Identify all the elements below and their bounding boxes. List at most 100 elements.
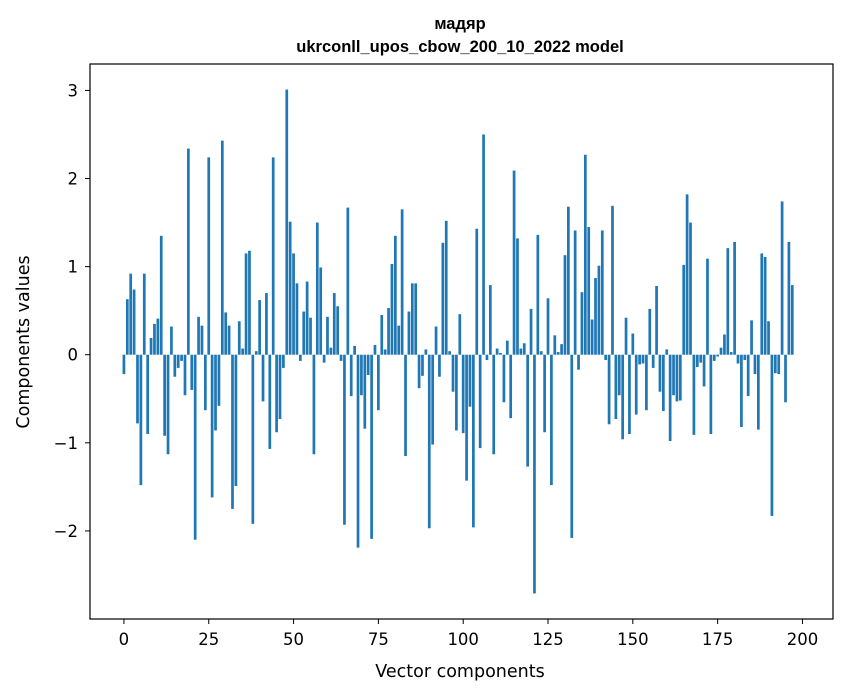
bar-41 xyxy=(261,354,265,402)
bar-90 xyxy=(427,354,431,529)
bar-47 xyxy=(282,354,285,368)
bar-31 xyxy=(227,325,231,355)
bar-77 xyxy=(383,349,387,355)
bar-20 xyxy=(190,354,194,390)
chart-title: мадяр xyxy=(434,15,485,33)
bar-126 xyxy=(550,354,553,486)
bar-192 xyxy=(773,354,777,374)
bar-109 xyxy=(492,354,496,455)
bar-18 xyxy=(183,354,187,396)
bar-168 xyxy=(692,354,696,435)
bar-182 xyxy=(740,354,743,427)
bar-1 xyxy=(125,299,129,355)
bar-11 xyxy=(159,235,163,355)
bar-137 xyxy=(587,226,591,355)
bar-123 xyxy=(539,351,543,355)
bar-15 xyxy=(173,354,177,377)
bar-132 xyxy=(570,354,574,538)
bar-76 xyxy=(380,315,384,355)
bar-148 xyxy=(624,317,628,355)
bar-106 xyxy=(482,134,485,355)
bar-28 xyxy=(217,354,221,406)
bar-7 xyxy=(146,354,150,434)
bar-191 xyxy=(770,354,774,516)
bar-92 xyxy=(434,326,438,355)
bar-114 xyxy=(509,354,513,419)
bar-188 xyxy=(760,253,764,355)
bar-30 xyxy=(224,312,228,355)
bar-174 xyxy=(712,354,716,361)
bar-158 xyxy=(658,354,662,392)
bar-34 xyxy=(237,321,241,355)
bar-29 xyxy=(220,140,224,355)
bars-group xyxy=(122,89,794,594)
x-tick-label: 50 xyxy=(283,630,304,649)
x-tick-label: 125 xyxy=(532,630,564,649)
bar-147 xyxy=(621,354,625,440)
bar-38 xyxy=(251,354,255,524)
bar-140 xyxy=(597,265,601,355)
bar-101 xyxy=(465,354,468,481)
bar-62 xyxy=(332,293,336,355)
bar-84 xyxy=(407,311,411,355)
bar-112 xyxy=(502,354,506,403)
bar-93 xyxy=(438,354,441,377)
bar-61 xyxy=(329,347,333,355)
bar-104 xyxy=(475,228,479,355)
bar-58 xyxy=(319,267,323,355)
bar-181 xyxy=(736,354,740,364)
bar-94 xyxy=(441,242,445,355)
bar-108 xyxy=(488,285,492,355)
bar-135 xyxy=(580,292,584,355)
bar-50 xyxy=(292,253,295,355)
x-tick-label: 175 xyxy=(702,630,734,649)
plot-frame xyxy=(89,63,834,620)
bar-117 xyxy=(519,348,523,355)
bar-153 xyxy=(641,354,645,364)
bar-175 xyxy=(716,354,719,357)
bar-48 xyxy=(285,89,289,355)
bar-79 xyxy=(390,263,394,355)
y-tick-label: 0 xyxy=(68,346,79,365)
bar-120 xyxy=(529,308,533,355)
x-tick-label: 0 xyxy=(119,630,130,649)
bar-186 xyxy=(753,354,757,375)
bar-64 xyxy=(339,354,343,361)
x-tick-label: 75 xyxy=(368,630,389,649)
bar-154 xyxy=(645,354,648,411)
bar-155 xyxy=(648,308,652,355)
bar-141 xyxy=(600,230,604,355)
bar-102 xyxy=(468,354,472,407)
bar-73 xyxy=(370,354,373,539)
bar-70 xyxy=(360,354,363,396)
bar-195 xyxy=(784,354,787,403)
bar-171 xyxy=(702,354,706,387)
bar-99 xyxy=(458,314,462,355)
bar-166 xyxy=(685,194,689,355)
bar-17 xyxy=(180,354,183,361)
bar-138 xyxy=(590,319,594,355)
y-tick-label: −2 xyxy=(54,522,78,541)
bar-49 xyxy=(288,221,292,355)
bar-143 xyxy=(607,354,611,425)
bar-26 xyxy=(210,354,214,498)
bar-116 xyxy=(516,238,519,355)
bar-177 xyxy=(723,334,726,355)
bar-180 xyxy=(733,241,736,355)
bar-42 xyxy=(265,293,268,355)
x-tick-label: 200 xyxy=(787,630,819,649)
bar-4 xyxy=(136,354,139,424)
bar-10 xyxy=(156,318,160,355)
bar-88 xyxy=(421,354,424,376)
bar-3 xyxy=(132,289,136,355)
bar-196 xyxy=(787,241,791,355)
bar-12 xyxy=(163,354,166,436)
bar-149 xyxy=(628,354,631,434)
bar-25 xyxy=(207,157,211,355)
bar-24 xyxy=(203,354,207,411)
bar-66 xyxy=(346,207,350,355)
bar-75 xyxy=(377,354,380,411)
bar-161 xyxy=(668,354,672,442)
bar-100 xyxy=(461,354,465,434)
bar-134 xyxy=(577,354,580,370)
